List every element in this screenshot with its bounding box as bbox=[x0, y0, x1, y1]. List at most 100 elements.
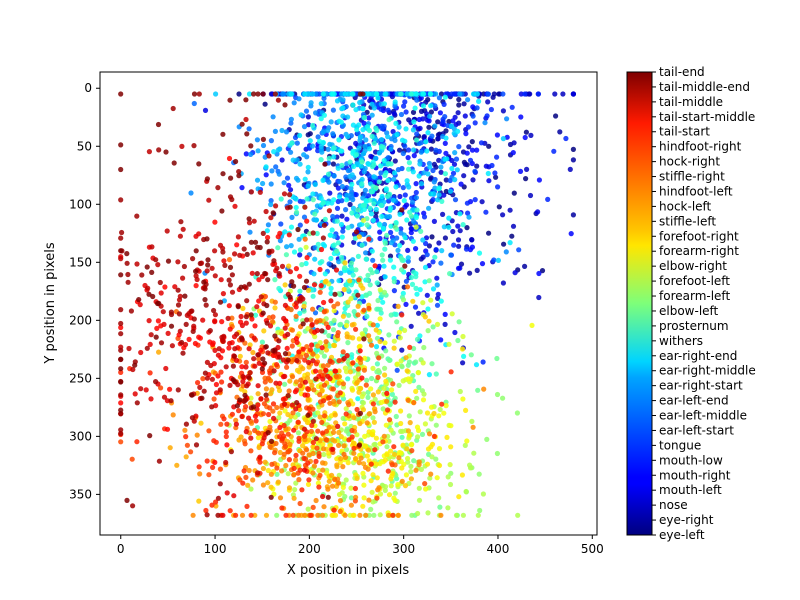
data-point-ear-left-start bbox=[287, 199, 293, 205]
colorbar-label-forefoot-left: forefoot-left bbox=[659, 274, 730, 288]
data-point-tail-start-middle bbox=[281, 315, 287, 322]
data-point-tail-end bbox=[265, 430, 271, 436]
data-point-hindfoot-right bbox=[227, 508, 233, 514]
data-point-withers bbox=[354, 213, 361, 219]
data-point-elbow-left bbox=[364, 377, 370, 383]
data-point-tail-middle-end bbox=[266, 153, 272, 159]
data-point-tail-middle-end bbox=[191, 316, 197, 322]
data-point-ear-left-end bbox=[361, 169, 367, 175]
data-point-ear-left-end bbox=[421, 170, 427, 176]
data-point-ear-left-start bbox=[330, 107, 336, 113]
data-point-tail-start-middle bbox=[212, 319, 218, 325]
data-point-ear-left-end bbox=[338, 270, 344, 276]
data-point-elbow-right bbox=[449, 311, 455, 317]
data-point-tail-middle bbox=[227, 382, 233, 388]
data-point-tail-end bbox=[171, 160, 177, 166]
data-point-tail-start bbox=[296, 349, 302, 355]
data-point-hindfoot-left bbox=[287, 441, 293, 447]
data-point-mouth-right bbox=[442, 140, 448, 146]
data-point-hindfoot-right bbox=[295, 419, 301, 425]
data-point-tail-start-middle bbox=[330, 446, 336, 452]
data-point-mouth-low bbox=[509, 104, 515, 110]
data-point-mouth-left bbox=[512, 270, 518, 276]
data-point-prosternum bbox=[312, 211, 318, 217]
x-tick-label: 400 bbox=[487, 542, 510, 556]
data-point-hindfoot-right bbox=[399, 312, 405, 318]
data-point-forefoot-right bbox=[356, 344, 362, 350]
data-point-ear-left-middle bbox=[188, 190, 194, 196]
data-point-forearm-right bbox=[395, 482, 401, 488]
colorbar-label-stiffle-right: stiffle-right bbox=[659, 170, 725, 184]
data-point-ear-right-start bbox=[345, 134, 351, 140]
data-point-hindfoot-right bbox=[243, 404, 249, 410]
data-point-ear-right-end bbox=[411, 119, 417, 125]
data-point-tail-end bbox=[191, 91, 198, 97]
data-point-tail-start bbox=[226, 155, 233, 162]
data-point-hock-left bbox=[332, 412, 338, 418]
data-point-hock-right bbox=[285, 449, 291, 455]
data-point-ear-left-end bbox=[268, 201, 274, 208]
data-point-forearm-left bbox=[384, 444, 390, 450]
data-point-hock-left bbox=[407, 420, 413, 426]
data-point-tail-start-middle bbox=[273, 380, 279, 386]
data-point-tail-middle bbox=[240, 374, 246, 380]
data-point-nose bbox=[305, 114, 311, 120]
colorbar-label-tail-start: tail-start bbox=[659, 125, 710, 139]
data-point-hindfoot-left bbox=[194, 432, 200, 438]
data-point-elbow-left bbox=[468, 352, 474, 358]
data-point-tail-middle-end bbox=[139, 272, 145, 278]
data-point-tail-start-middle bbox=[282, 325, 288, 331]
data-point-hock-right bbox=[242, 441, 248, 447]
data-point-withers bbox=[359, 181, 365, 187]
data-point-forearm-right bbox=[315, 480, 321, 486]
data-point-eye-left bbox=[511, 190, 517, 196]
data-point-ear-left-end bbox=[391, 176, 397, 182]
data-point-hindfoot-right bbox=[221, 416, 227, 422]
data-point-elbow-right bbox=[422, 421, 428, 427]
data-point-tail-start bbox=[317, 266, 323, 273]
data-point-hock-left bbox=[403, 355, 409, 361]
data-point-tongue bbox=[278, 221, 284, 227]
data-point-hock-right bbox=[357, 355, 363, 361]
data-point-stiffle-right bbox=[340, 381, 346, 387]
data-point-hock-left bbox=[262, 459, 268, 465]
data-point-hock-left bbox=[256, 444, 262, 451]
data-point-ear-right-end bbox=[442, 94, 448, 100]
data-point-hindfoot-left bbox=[313, 497, 319, 504]
data-point-ear-right-end bbox=[422, 279, 428, 285]
data-point-tail-start-middle bbox=[146, 318, 152, 324]
data-point-ear-left-end bbox=[427, 113, 433, 119]
data-point-hindfoot-left bbox=[470, 424, 476, 430]
data-point-ear-right-start bbox=[454, 167, 460, 173]
data-point-forefoot-left bbox=[460, 512, 466, 518]
data-point-withers bbox=[335, 240, 342, 246]
data-point-mouth-left bbox=[483, 163, 489, 169]
data-point-tail-middle bbox=[279, 263, 286, 269]
data-point-mouth-right bbox=[243, 151, 249, 157]
data-point-tail-start-middle bbox=[163, 365, 169, 372]
data-point-mouth-left bbox=[327, 190, 333, 196]
data-point-withers bbox=[432, 254, 438, 260]
data-point-tail-middle-end bbox=[156, 458, 162, 464]
data-point-tail-middle-end bbox=[230, 363, 236, 369]
data-point-hindfoot-left bbox=[283, 462, 289, 469]
data-point-withers bbox=[314, 230, 320, 237]
data-point-tail-middle bbox=[164, 228, 170, 234]
data-point-stiffle-right bbox=[325, 362, 331, 368]
data-point-stiffle-left bbox=[338, 434, 344, 440]
data-point-ear-right-start bbox=[410, 127, 416, 133]
data-point-tail-start-middle bbox=[158, 290, 164, 296]
data-point-nose bbox=[455, 237, 462, 243]
data-point-tail-start-middle bbox=[231, 493, 237, 499]
data-point-elbow-left bbox=[326, 333, 332, 339]
data-point-tail-start bbox=[325, 324, 331, 330]
data-point-ear-left-middle bbox=[363, 250, 369, 256]
data-point-withers bbox=[374, 280, 380, 286]
data-point-tail-end bbox=[235, 304, 241, 310]
data-point-tongue bbox=[434, 302, 441, 308]
data-point-tail-middle-end bbox=[134, 400, 140, 406]
data-point-tail-start bbox=[327, 376, 333, 382]
data-point-tail-middle-end bbox=[220, 249, 226, 255]
data-point-withers bbox=[353, 152, 360, 158]
data-point-ear-left-end bbox=[426, 205, 432, 211]
